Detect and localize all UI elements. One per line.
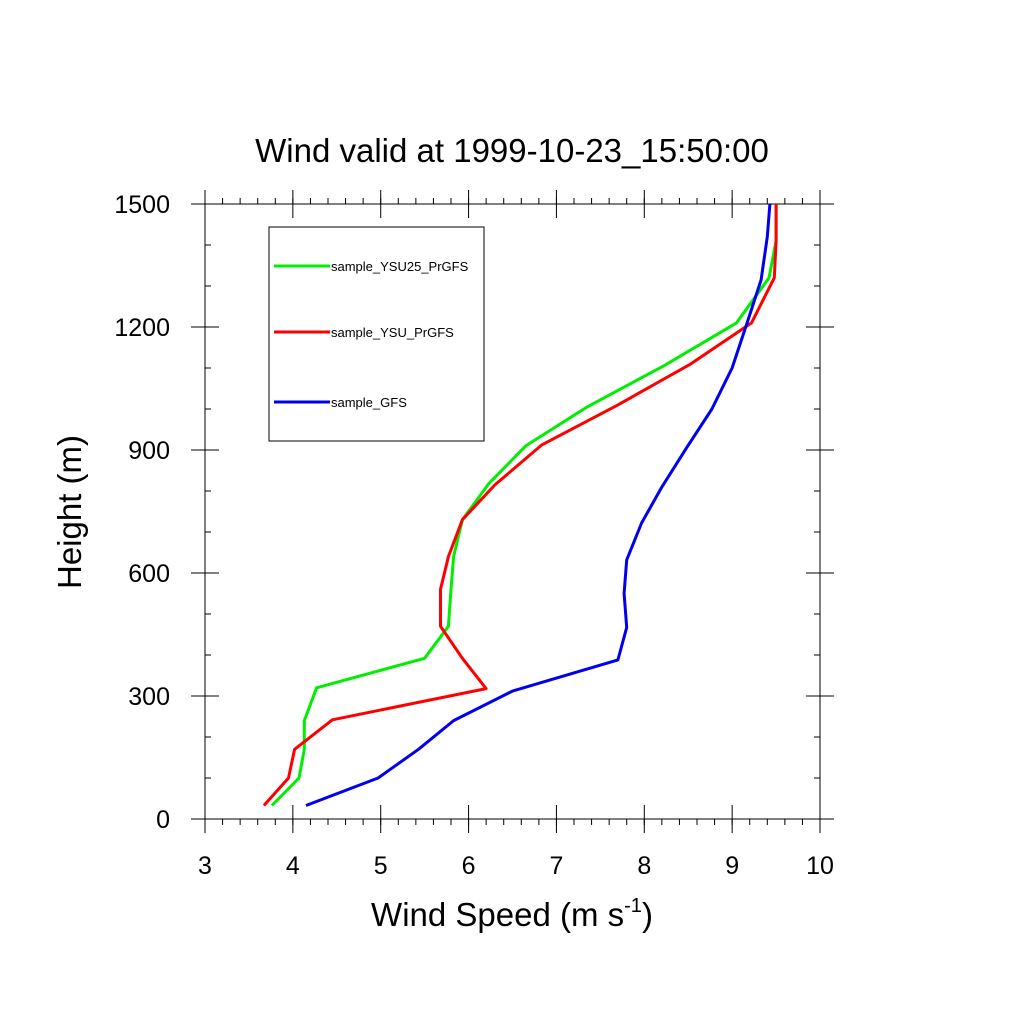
- y-axis-label: Height (m): [51, 435, 88, 589]
- series-line-sample_GFS: [305, 203, 772, 807]
- y-tick-label: 300: [128, 683, 170, 711]
- y-tick-label: 1500: [114, 191, 170, 219]
- x-axis-label: Wind Speed (m s-1): [371, 895, 653, 933]
- x-tick-label: 10: [806, 852, 834, 880]
- legend: sample_YSU25_PrGFS sample_YSU_PrGFSsample…: [268, 226, 485, 442]
- x-tick-label: 8: [637, 852, 651, 880]
- legend-label: sample_YSU25_PrGFS: [331, 259, 469, 274]
- x-tick-label: 6: [462, 852, 476, 880]
- plot-area: 3 4 5 6 7 8 9 10 0 300 600 900 1200 1500: [114, 190, 834, 880]
- series-line-sample_YSU25_PrGFS: [270, 204, 778, 807]
- x-tick-label: 9: [725, 852, 739, 880]
- y-tick-label: 1200: [114, 314, 170, 342]
- x-tick-label: 7: [549, 852, 563, 880]
- y-tick-label: 900: [128, 437, 170, 465]
- x-tick-label: 5: [374, 852, 388, 880]
- legend-box: [268, 226, 485, 442]
- x-tick-label: 4: [286, 852, 300, 880]
- x-tick-label: 3: [198, 852, 212, 880]
- x-axis-label-superscript: -1: [624, 895, 642, 917]
- plot-frame: [204, 203, 821, 820]
- series-line-sample_YSU_PrGFS: [262, 204, 778, 807]
- chart-title: Wind valid at 1999-10-23_15:50:00: [255, 132, 769, 169]
- legend-label: sample_YSU_PrGFS: [331, 325, 454, 340]
- y-tick-label: 0: [156, 806, 170, 834]
- legend-label: sample_GFS: [331, 395, 407, 410]
- y-tick-label: 600: [128, 560, 170, 588]
